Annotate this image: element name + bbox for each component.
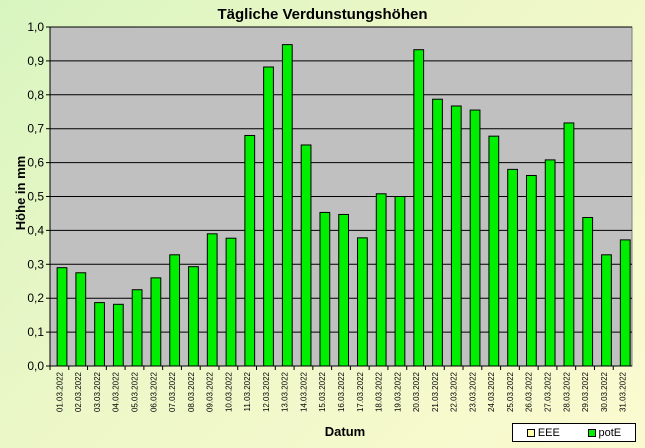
y-tick-label: 0,2 (27, 291, 44, 305)
bar-pote (563, 122, 575, 367)
legend-swatch-eee (526, 428, 535, 437)
x-tick-label: 26.03.2022 (525, 371, 534, 412)
x-tick-label: 30.03.2022 (600, 371, 609, 412)
x-tick-label: 22.03.2022 (450, 371, 459, 412)
x-tick-label: 17.03.2022 (356, 371, 365, 412)
x-tick-label: 03.03.2022 (93, 371, 102, 412)
x-tick-label: 01.03.2022 (55, 371, 64, 412)
x-tick-label: 15.03.2022 (318, 371, 327, 412)
y-tick-label: 0,8 (27, 88, 44, 102)
legend-label-eee: EEE (537, 426, 560, 439)
x-tick-label: 28.03.2022 (562, 371, 571, 412)
bar-pote (432, 98, 443, 367)
y-axis-label: Höhe in mm (13, 155, 28, 231)
bar-pote (488, 135, 500, 367)
bar-pote (300, 144, 312, 367)
bar-pote (357, 237, 368, 367)
x-tick-label: 02.03.2022 (74, 371, 83, 412)
x-tick-label: 29.03.2022 (581, 371, 590, 412)
y-tick-label: 0,5 (27, 190, 44, 204)
x-tick-label: 12.03.2022 (262, 371, 271, 412)
x-tick-label: 07.03.2022 (168, 371, 177, 412)
bar-pote (582, 217, 594, 367)
bar-pote (188, 266, 199, 367)
bar-pote (225, 237, 237, 367)
y-tick-label: 0,7 (27, 122, 44, 136)
x-tick-label: 31.03.2022 (619, 371, 628, 412)
y-tick-label: 0,0 (27, 359, 44, 373)
bar-pote (263, 66, 274, 367)
x-tick-label: 10.03.2022 (224, 371, 233, 412)
bar-pote (450, 105, 462, 367)
bar-pote (619, 239, 631, 367)
bar-pote (544, 159, 556, 367)
x-tick-label: 14.03.2022 (299, 371, 308, 412)
bar-pote (375, 193, 387, 367)
x-tick-label: 06.03.2022 (149, 371, 158, 412)
bar-pote (150, 277, 162, 367)
bar-pote (413, 49, 425, 367)
y-tick-label: 0,4 (27, 223, 44, 237)
x-tick-label: 24.03.2022 (487, 371, 496, 412)
x-tick-label: 23.03.2022 (468, 371, 477, 412)
x-axis-label: Datum (324, 424, 366, 439)
bar-pote (281, 44, 293, 367)
y-tick-label: 1,0 (27, 20, 44, 34)
bar-pote (601, 254, 612, 367)
bar-pote (56, 267, 68, 367)
legend-item-eee: EEE (526, 426, 560, 439)
bar-pote (94, 302, 105, 367)
bar-pote (206, 233, 218, 367)
x-tick-label: 09.03.2022 (206, 371, 215, 412)
x-tick-label: 20.03.2022 (412, 371, 421, 412)
bar-pote (338, 213, 350, 367)
x-tick-label: 25.03.2022 (506, 371, 515, 412)
bar-pote (169, 254, 181, 367)
legend: EEE potE (512, 423, 636, 442)
x-tick-label: 19.03.2022 (393, 371, 402, 412)
y-tick-label: 0,6 (27, 156, 44, 170)
bar-pote (112, 303, 124, 367)
legend-label-pote: potE (598, 426, 622, 439)
x-tick-label: 05.03.2022 (130, 371, 139, 412)
chart-title: Tägliche Verdunstungshöhen (217, 6, 428, 23)
x-tick-label: 08.03.2022 (187, 371, 196, 412)
bar-pote (244, 134, 256, 367)
bar-pote (469, 109, 481, 367)
bar-pote (319, 211, 331, 367)
x-tick-label: 21.03.2022 (431, 371, 440, 412)
y-tick-label: 0,9 (27, 54, 44, 68)
x-tick-label: 16.03.2022 (337, 371, 346, 412)
bar-pote (131, 289, 143, 367)
y-tick-label: 0,3 (27, 257, 44, 271)
bar-pote (75, 272, 87, 367)
x-tick-label: 04.03.2022 (112, 371, 121, 412)
x-tick-label: 11.03.2022 (243, 371, 252, 411)
bar-pote (394, 196, 406, 367)
y-tick-label: 0,1 (27, 325, 44, 339)
bar-pote (507, 168, 518, 367)
x-tick-label: 27.03.2022 (544, 371, 553, 412)
legend-item-pote: potE (587, 426, 622, 439)
bar-pote (525, 174, 537, 367)
x-tick-label: 18.03.2022 (375, 371, 384, 412)
legend-swatch-pote (587, 428, 596, 437)
x-tick-label: 13.03.2022 (281, 371, 290, 412)
